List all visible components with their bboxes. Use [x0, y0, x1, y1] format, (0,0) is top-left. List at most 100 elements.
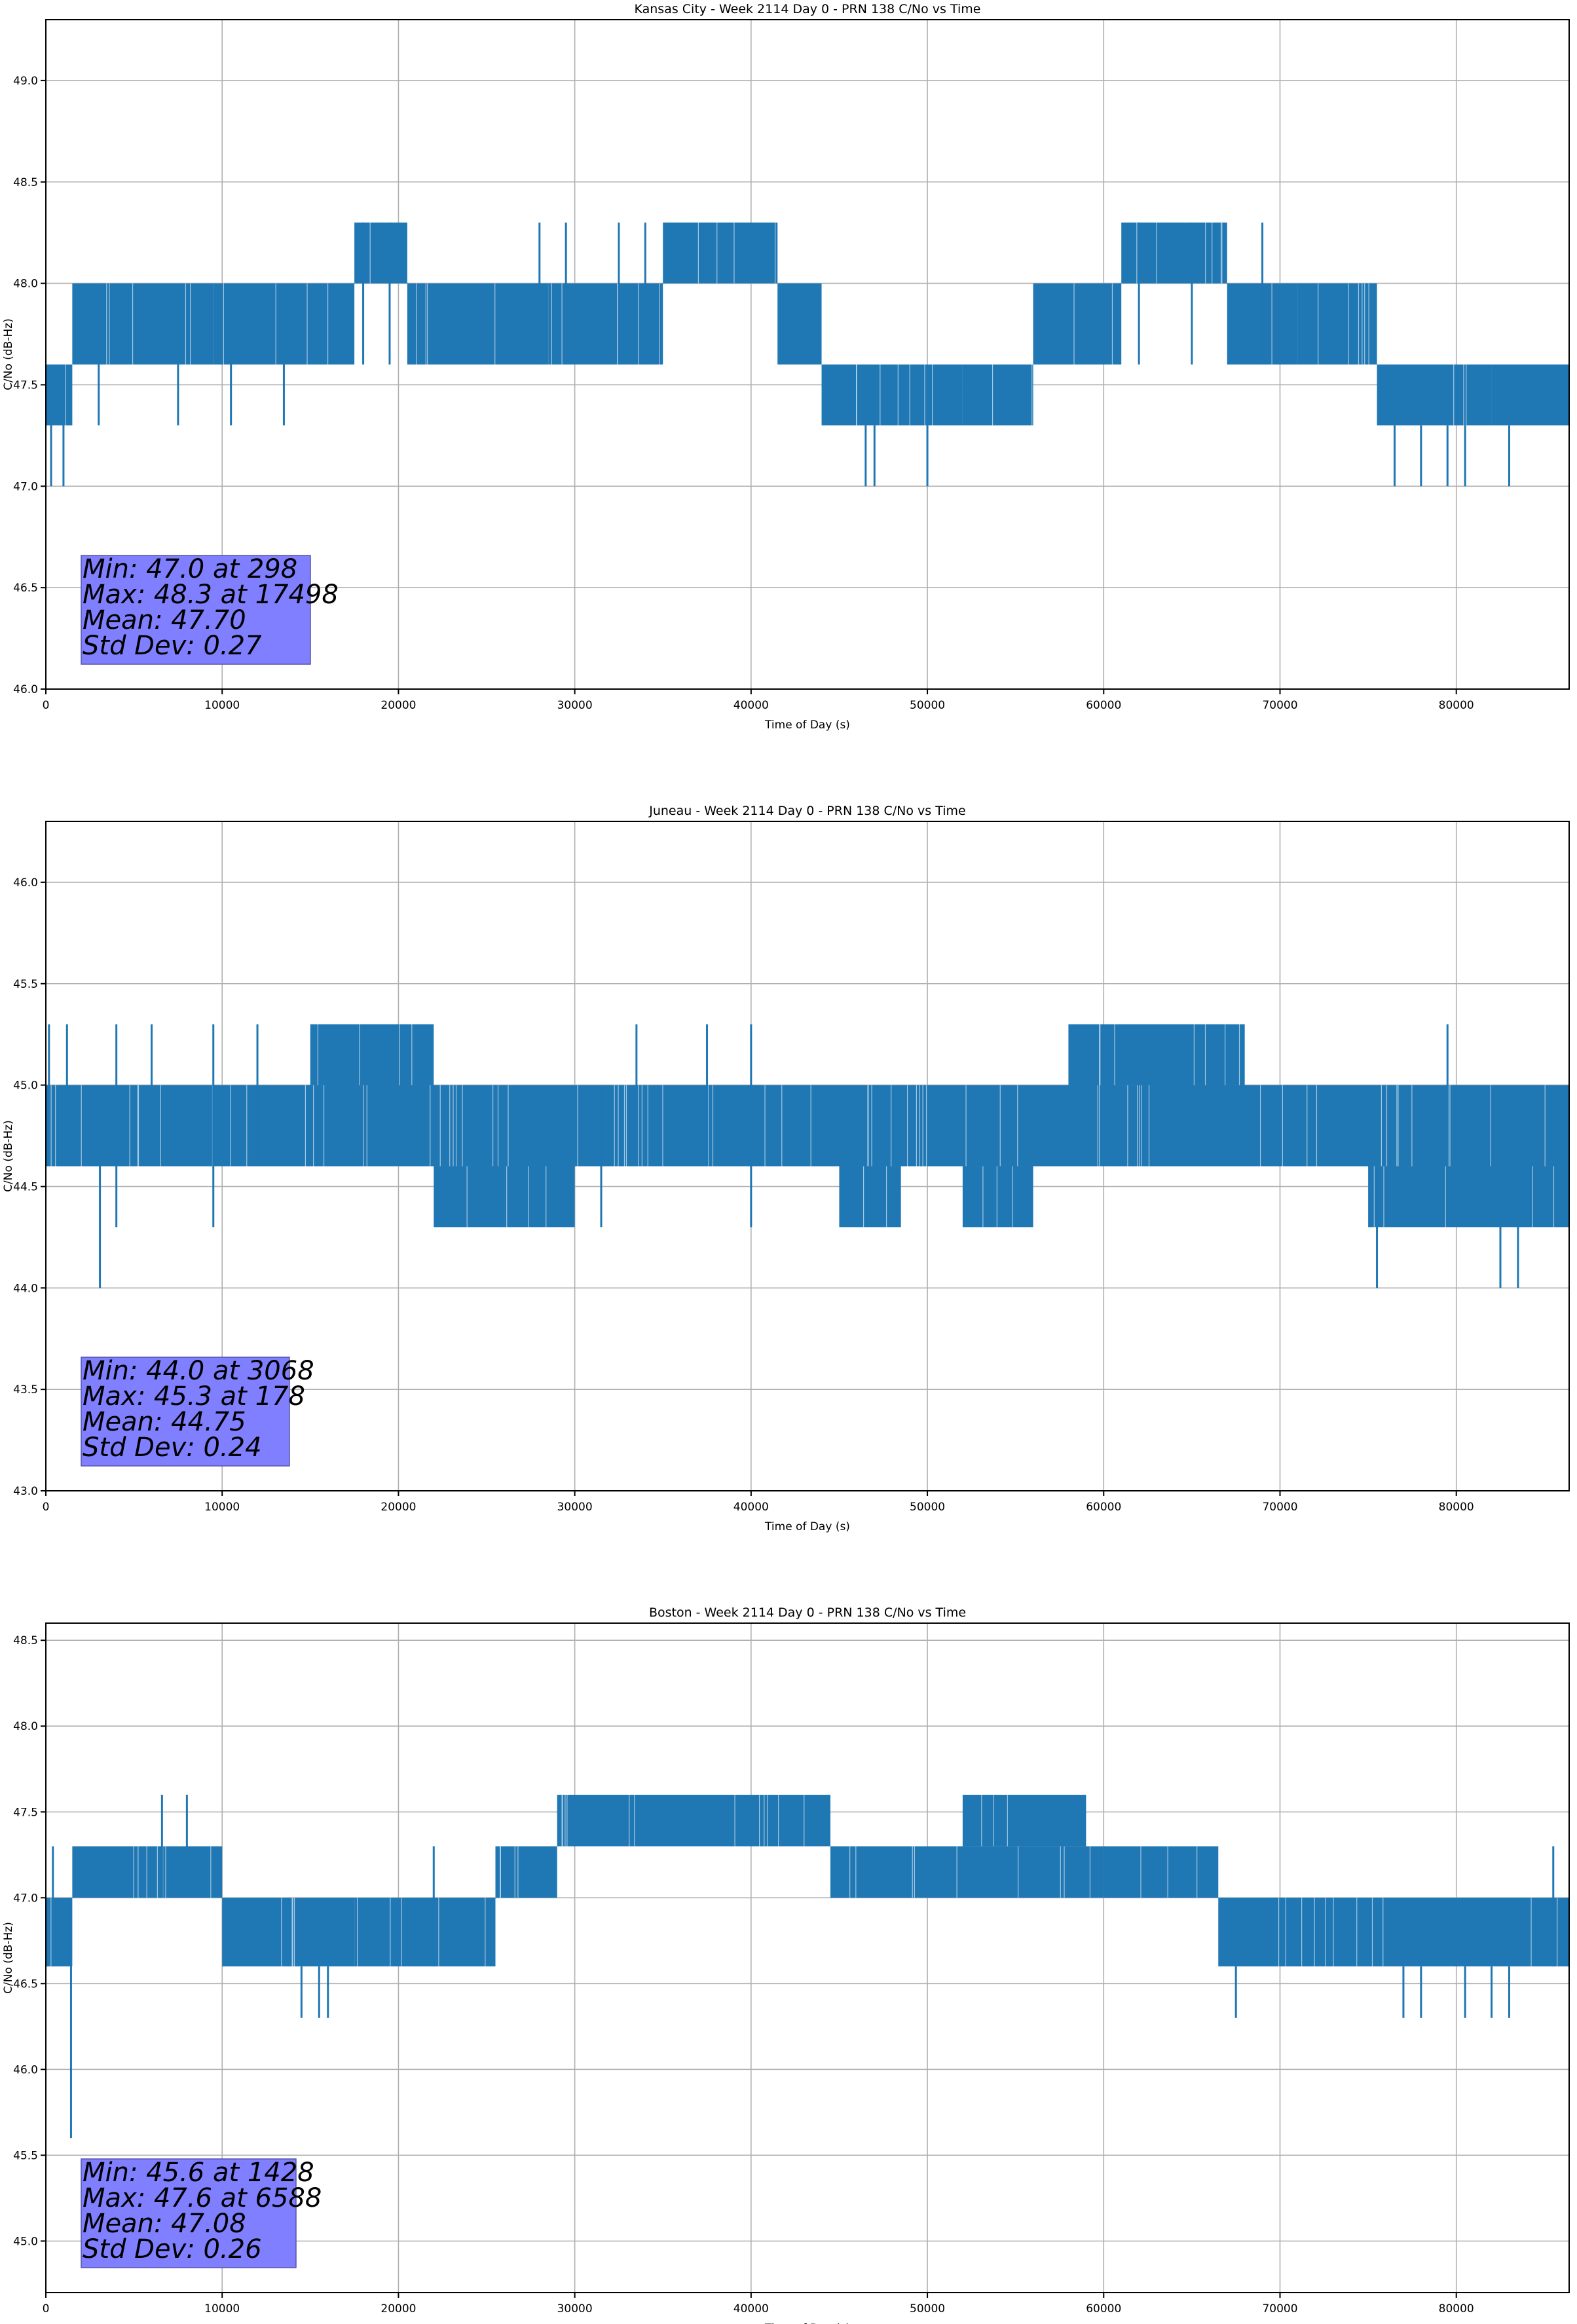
x-tick-label: 20000 — [380, 2302, 416, 2315]
x-tick-label: 50000 — [910, 2302, 945, 2315]
chart-panel-1: 0 10000 20000 30000 40000 50000 60000 70000 8000… — [2, 2, 1570, 732]
data-series — [46, 1795, 1569, 2139]
trace-band — [1033, 283, 1122, 365]
trace-band — [962, 1166, 1033, 1228]
x-tick-label: 10000 — [204, 2302, 240, 2315]
x-tick-label: 60000 — [1086, 2302, 1121, 2315]
x-axis-label: Time of Day (s) — [764, 719, 850, 732]
y-tick-label: 44.0 — [13, 1282, 38, 1295]
stat-std: Std Dev: 0.26 — [83, 2234, 262, 2264]
x-tick-label: 30000 — [557, 2302, 593, 2315]
y-tick-label: 48.5 — [13, 176, 38, 189]
trace-band — [354, 1898, 496, 1967]
trace-band — [46, 1085, 1569, 1167]
x-tick-label: 0 — [43, 1501, 50, 1514]
stat-std: Std Dev: 0.24 — [83, 1433, 262, 1463]
data-series — [46, 1024, 1569, 1288]
trace-band — [777, 283, 822, 365]
trace-band — [962, 1795, 1086, 1846]
trace-band — [821, 364, 963, 426]
y-tick-label: 47.0 — [13, 1892, 38, 1905]
x-tick-label: 10000 — [204, 699, 240, 712]
y-tick-label: 48.0 — [13, 1720, 38, 1733]
y-tick-label: 47.5 — [13, 1806, 38, 1819]
trace-band — [663, 222, 778, 284]
x-tick-label: 70000 — [1262, 699, 1297, 712]
trace-band — [434, 1166, 575, 1228]
x-tick-label: 80000 — [1439, 699, 1474, 712]
trace-band — [830, 1846, 945, 1898]
trace-band — [1104, 1846, 1219, 1898]
x-tick-label: 40000 — [733, 699, 769, 712]
x-tick-label: 30000 — [557, 1501, 593, 1514]
trace-band — [1491, 364, 1569, 426]
x-tick-label: 80000 — [1439, 1501, 1474, 1514]
x-tick-label: 50000 — [910, 1501, 945, 1514]
trace-band — [222, 1898, 355, 1967]
x-tick-label: 0 — [43, 2302, 50, 2315]
x-tick-label: 70000 — [1262, 2302, 1297, 2315]
stat-std: Std Dev: 0.27 — [83, 631, 262, 661]
y-tick-label: 44.5 — [13, 1180, 38, 1193]
trace-band — [46, 364, 73, 426]
y-tick-label: 47.5 — [13, 379, 38, 392]
y-tick-label: 45.0 — [13, 2235, 38, 2248]
trace-band — [962, 364, 1033, 426]
x-tick-label: 50000 — [910, 699, 945, 712]
trace-band — [46, 1898, 73, 1967]
x-tick-label: 40000 — [733, 2302, 769, 2315]
stat-min: Min: 47.0 at 298 — [83, 554, 297, 584]
trace-band — [495, 1846, 557, 1898]
trace-band — [1377, 364, 1492, 426]
stat-mean: Mean: 44.75 — [83, 1407, 246, 1437]
y-axis-label: C/No (dB-Hz) — [2, 1922, 15, 1994]
trace-band — [1297, 283, 1377, 365]
x-tick-label: 20000 — [380, 1501, 416, 1514]
x-axis-label: Time of Day (s) — [764, 1520, 850, 1533]
y-tick-label: 46.0 — [13, 683, 38, 696]
x-tick-label: 20000 — [380, 699, 416, 712]
axes-frame — [45, 821, 1570, 1491]
trace-band — [1068, 1024, 1245, 1085]
trace-band — [72, 283, 213, 365]
stats-box-background — [81, 2158, 297, 2268]
chart-title: Kansas City - Week 2114 Day 0 - PRN 138 … — [635, 2, 981, 16]
x-axis-label: Time of Day (s) — [764, 2322, 850, 2324]
y-tick-label: 45.5 — [13, 2149, 38, 2162]
y-tick-label: 43.0 — [13, 1485, 38, 1498]
chart-title: Juneau - Week 2114 Day 0 - PRN 138 C/No … — [648, 804, 966, 818]
x-tick-label: 0 — [43, 699, 50, 712]
trace-band — [1218, 1898, 1569, 1967]
y-axis-label: C/No (dB-Hz) — [2, 318, 15, 390]
x-tick-label: 60000 — [1086, 1501, 1121, 1514]
trace-band — [839, 1166, 901, 1228]
trace-band — [407, 283, 549, 365]
trace-band — [944, 1846, 1104, 1898]
y-tick-label: 47.0 — [13, 480, 38, 493]
x-tick-label: 80000 — [1439, 2302, 1474, 2315]
x-tick-label: 60000 — [1086, 699, 1121, 712]
trace-band — [557, 1795, 830, 1846]
y-tick-label: 46.0 — [13, 876, 38, 890]
trace-band — [310, 1024, 434, 1085]
data-series — [46, 222, 1569, 487]
y-tick-label: 49.0 — [13, 75, 38, 88]
chart-panel-2: 0 10000 20000 30000 40000 50000 60000 70000 8000… — [2, 804, 1570, 1533]
y-tick-label: 48.5 — [13, 1634, 38, 1647]
axes-frame — [45, 19, 1570, 690]
stat-max: Max: 47.6 at 6588 — [83, 2183, 322, 2213]
x-tick-label: 30000 — [557, 699, 593, 712]
x-tick-label: 10000 — [204, 1501, 240, 1514]
chart-title: Boston - Week 2114 Day 0 - PRN 138 C/No … — [649, 1605, 966, 1620]
y-tick-label: 45.5 — [13, 978, 38, 991]
y-tick-label: 43.5 — [13, 1383, 38, 1396]
trace-band — [548, 283, 663, 365]
stats-box-background — [81, 555, 311, 665]
chart-panel-3: 0 10000 20000 30000 40000 50000 60000 70000 8000… — [2, 1605, 1570, 2324]
y-tick-label: 45.0 — [13, 1079, 38, 1093]
